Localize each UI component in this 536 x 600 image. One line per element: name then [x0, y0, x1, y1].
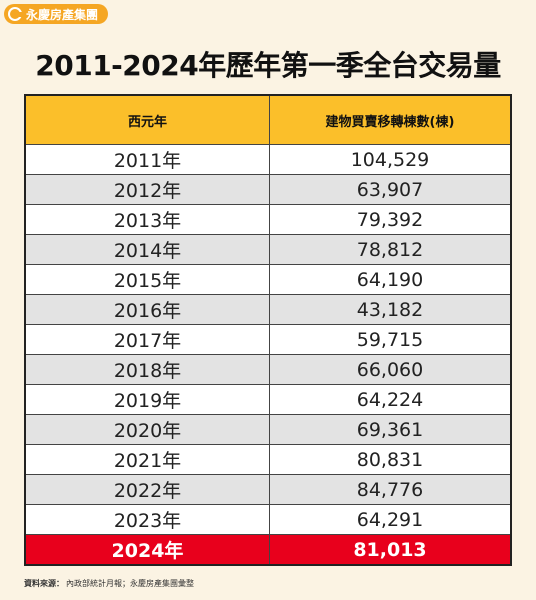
source-note: 資料來源： 內政部統計月報；永慶房產集團彙整 — [24, 578, 194, 589]
transaction-table: 西元年 建物買賣移轉棟數(棟) 2011年 104,529 2012年 63,9… — [24, 94, 512, 566]
year-cell: 2012年 — [26, 175, 270, 204]
table-row-highlight: 2024年 81,013 — [26, 534, 510, 564]
value-cell: 43,182 — [356, 298, 424, 321]
value-cell: 64,190 — [356, 268, 424, 291]
table-row: 2012年 63,907 — [26, 174, 510, 204]
value-cell: 66,060 — [356, 358, 424, 381]
table-row: 2019年 64,224 — [26, 384, 510, 414]
table-header-row: 西元年 建物買賣移轉棟數(棟) — [26, 96, 510, 144]
value-cell: 80,831 — [356, 448, 424, 471]
year-cell: 2020年 — [26, 415, 270, 444]
year-cell: 2019年 — [26, 385, 270, 414]
table-row: 2011年 104,529 — [26, 144, 510, 174]
value-cell: 79,392 — [356, 208, 424, 231]
table-row: 2023年 64,291 — [26, 504, 510, 534]
year-cell: 2013年 — [26, 205, 270, 234]
source-label: 資料來源： — [24, 579, 64, 588]
value-cell: 104,529 — [350, 148, 430, 171]
year-cell: 2022年 — [26, 475, 270, 504]
year-cell: 2024年 — [26, 535, 270, 564]
brand-logo-icon — [8, 7, 22, 21]
table-row: 2013年 79,392 — [26, 204, 510, 234]
value-cell: 63,907 — [356, 178, 424, 201]
table-row: 2014年 78,812 — [26, 234, 510, 264]
value-cell: 64,224 — [356, 388, 424, 411]
brand-name: 永慶房產集團 — [26, 7, 99, 22]
header-year: 西元年 — [26, 96, 270, 144]
table-row: 2020年 69,361 — [26, 414, 510, 444]
value-cell: 81,013 — [353, 538, 427, 561]
year-cell: 2018年 — [26, 355, 270, 384]
table-row: 2016年 43,182 — [26, 294, 510, 324]
table-row: 2021年 80,831 — [26, 444, 510, 474]
year-cell: 2015年 — [26, 265, 270, 294]
source-text: 內政部統計月報；永慶房產集團彙整 — [66, 579, 194, 588]
table-row: 2015年 64,190 — [26, 264, 510, 294]
value-cell: 64,291 — [356, 508, 424, 531]
table-row: 2022年 84,776 — [26, 474, 510, 504]
table-row: 2017年 59,715 — [26, 324, 510, 354]
value-cell: 69,361 — [356, 418, 424, 441]
brand-badge: 永慶房產集團 — [4, 4, 109, 24]
year-cell: 2014年 — [26, 235, 270, 264]
year-cell: 2017年 — [26, 325, 270, 354]
year-cell: 2023年 — [26, 505, 270, 534]
table-row: 2018年 66,060 — [26, 354, 510, 384]
header-transfers: 建物買賣移轉棟數(棟) — [325, 114, 455, 130]
value-cell: 84,776 — [356, 478, 424, 501]
year-cell: 2011年 — [26, 145, 270, 174]
year-cell: 2021年 — [26, 445, 270, 474]
value-cell: 59,715 — [356, 328, 424, 351]
year-cell: 2016年 — [26, 295, 270, 324]
value-cell: 78,812 — [356, 238, 424, 261]
page-title: 2011-2024年歷年第一季全台交易量 — [35, 49, 501, 82]
